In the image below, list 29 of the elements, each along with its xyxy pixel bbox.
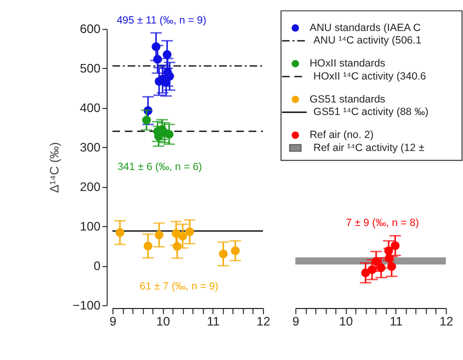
y-tick-label: 400 [80,101,101,116]
x-tick-label: 11 [206,314,220,329]
x-tick-label: 9 [109,314,116,329]
annotation: 7 ± 9 (‰, n = 8) [346,218,419,230]
annotation: 341 ± 6 (‰, n = 6) [117,162,202,173]
legend-label: ANU standards (IAEA C [310,22,422,34]
x-tick-label: 11 [390,314,403,329]
y-tick-label: 200 [80,180,101,194]
x-tick-label: 10 [339,314,353,329]
legend-label: Ref air ¹⁴C activity (12 ± [313,142,425,154]
legend-label: GS51 ¹⁴C activity (88 ‰) [313,107,428,118]
y-axis-title: Δ¹⁴C (‰) [47,142,62,193]
legend-label: ANU ¹⁴C activity (506.1 [313,36,422,47]
y-tick-label: 100 [80,220,101,234]
y-tick-label: 0 [94,259,101,274]
y-tick-label: 300 [80,140,101,155]
y-tick-label: 500 [80,62,101,76]
legend-label: HOxII ¹⁴C activity (340.6 [313,71,426,82]
x-tick-label: 10 [156,314,170,329]
legend-label: Ref air (no. 2) [310,130,374,141]
legend-label: HOxII standards [310,58,386,70]
x-tick-label: 12 [256,314,270,329]
y-tick-label: 600 [80,22,101,36]
y-tick-label: −100 [72,298,101,312]
annotation: 61 ± 7 (‰, n = 9) [140,282,218,293]
legend-label: GS51 standards [310,94,386,106]
text: 495 ± 11 (‰, n = 9) [116,15,206,26]
x-tick-label: 12 [439,314,454,329]
x-tick-label: 9 [292,314,300,329]
